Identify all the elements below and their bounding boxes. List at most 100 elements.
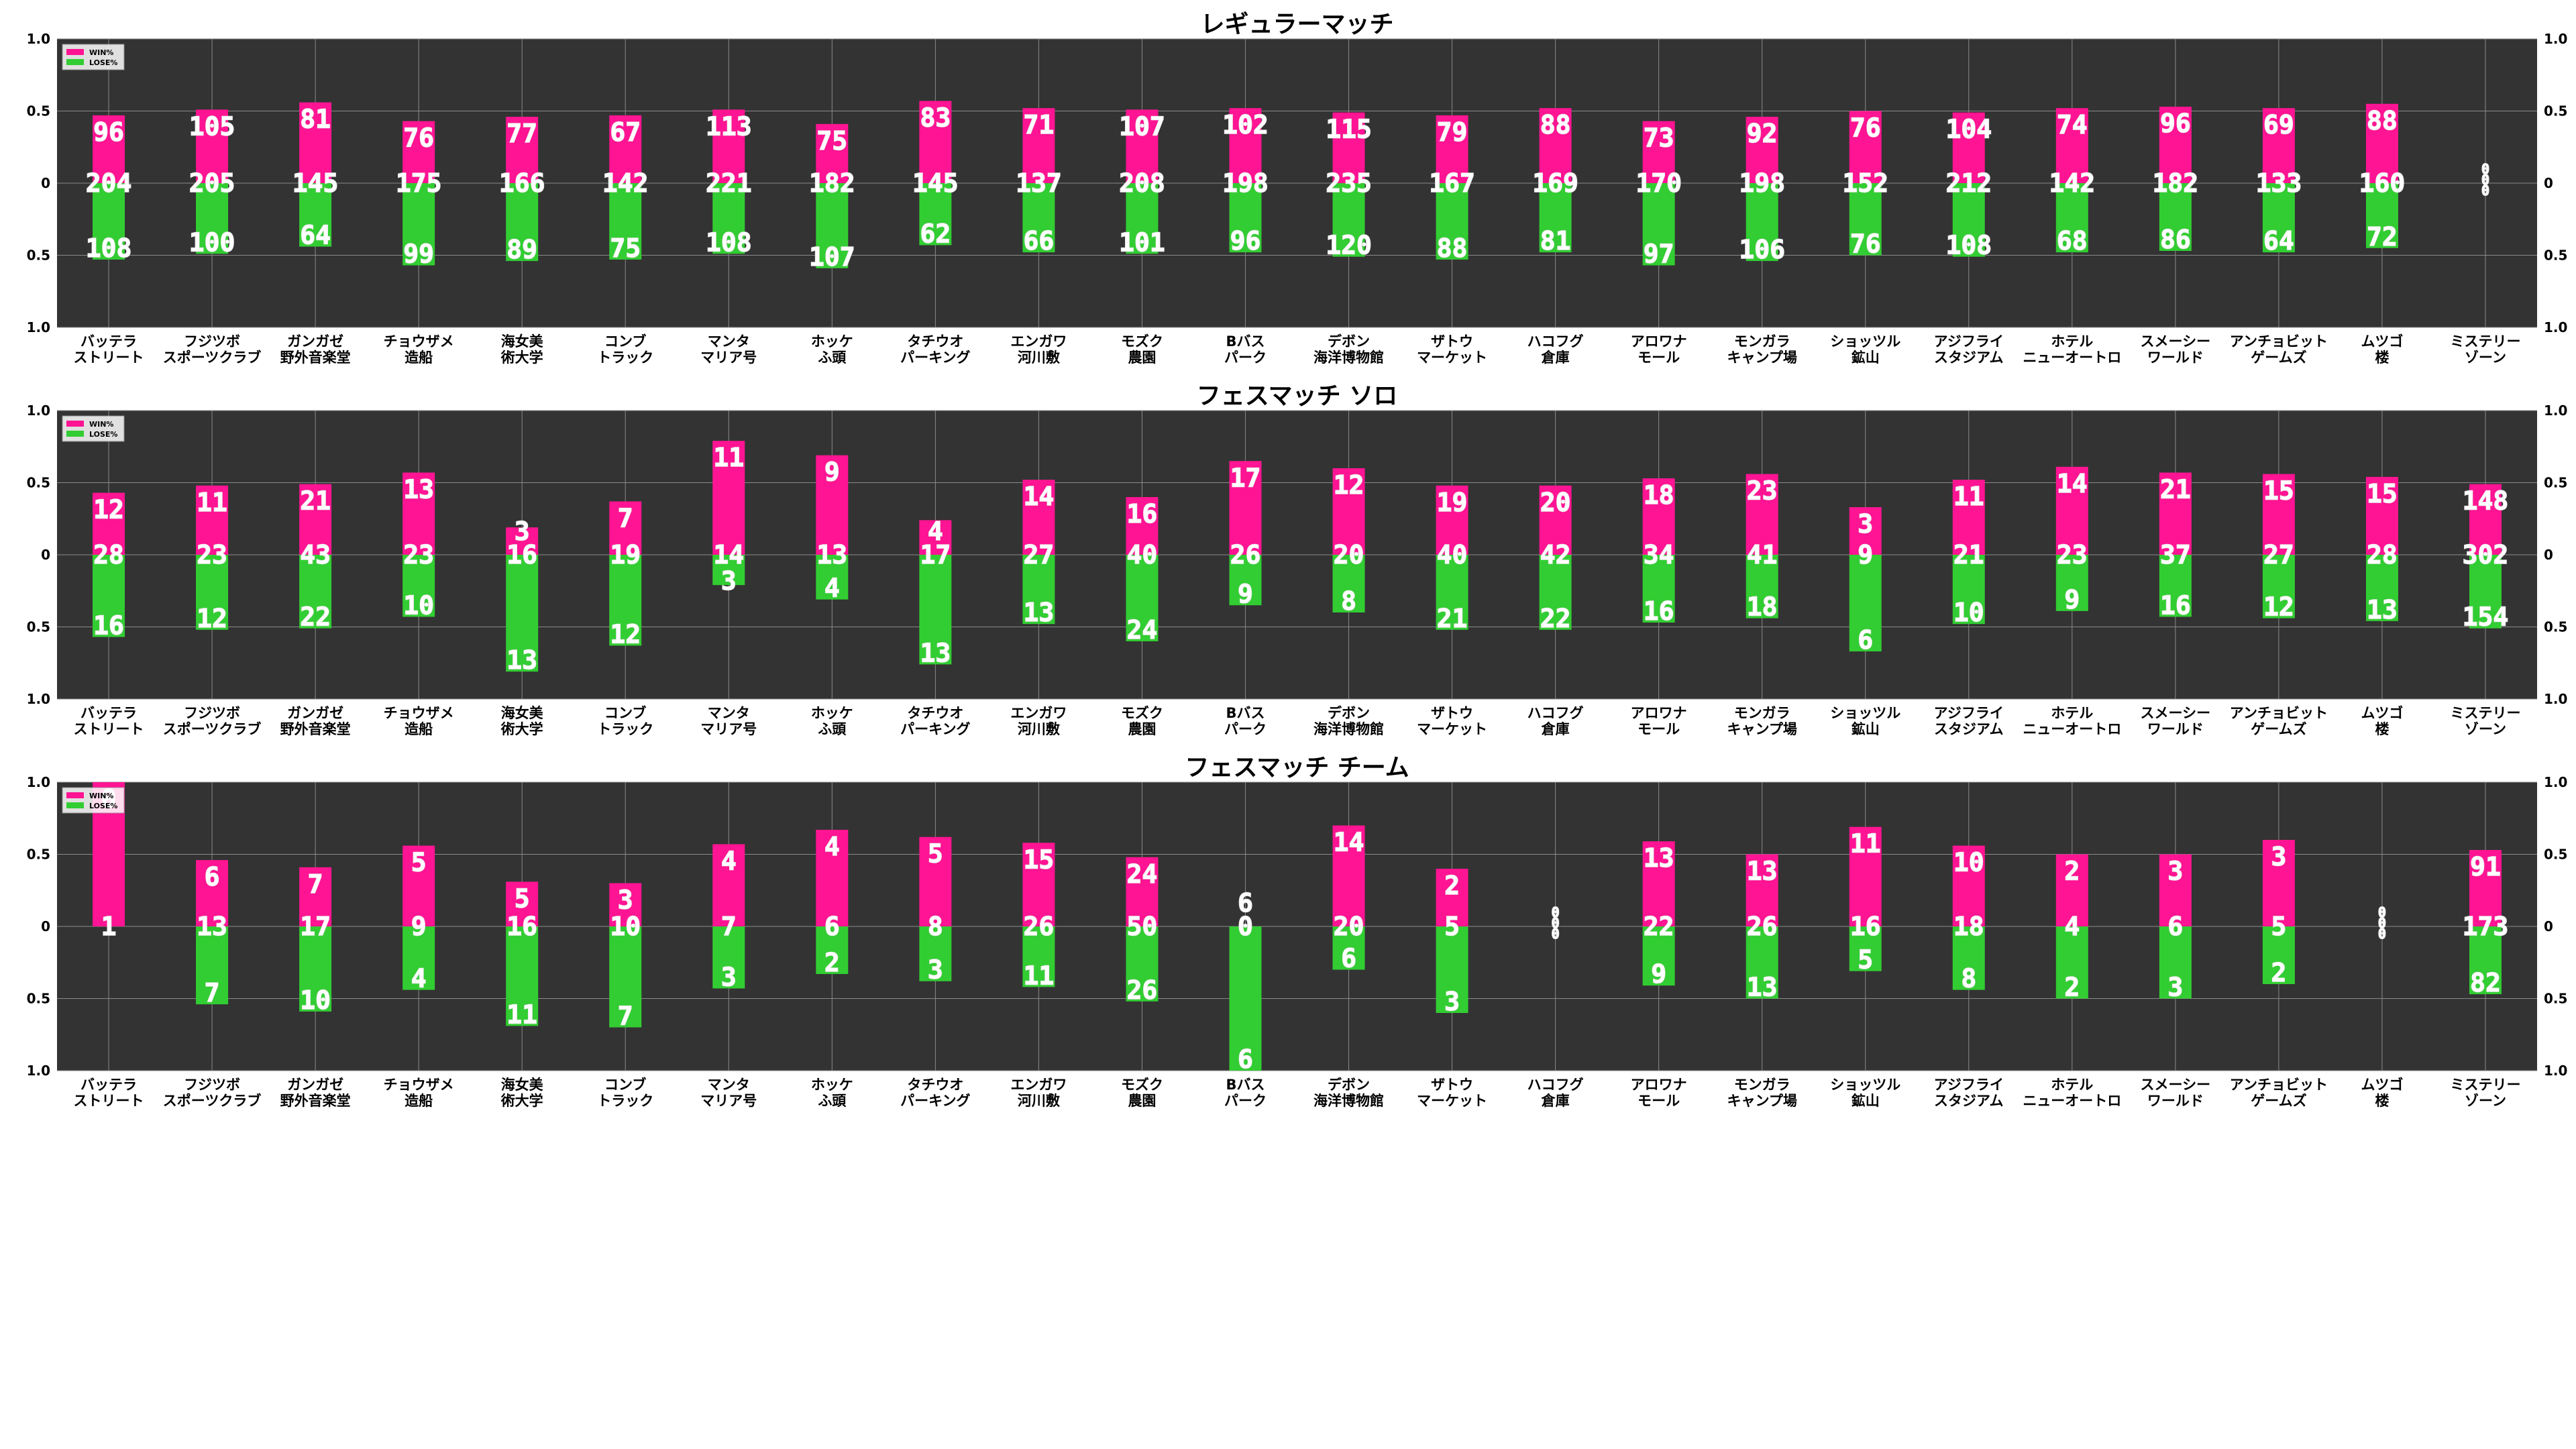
win-count-label: 3 <box>618 885 633 915</box>
lose-bar <box>712 926 745 989</box>
category-label: 海洋博物館 <box>1313 350 1384 366</box>
legend-win-swatch <box>66 49 84 55</box>
lose-count-label: 5 <box>1858 945 1873 975</box>
lose-bar <box>712 183 745 254</box>
category-label: ゾーン <box>2465 721 2506 737</box>
total-count-label: 42 <box>1540 540 1571 570</box>
y-tick-label-right: 0 <box>2544 918 2553 934</box>
category-label: スタジアム <box>1934 1093 2004 1109</box>
category-label: スメーシー <box>2141 333 2211 350</box>
category-label: トラック <box>597 1093 653 1109</box>
win-bar <box>1436 485 1468 555</box>
total-count-label: 173 <box>2463 912 2509 941</box>
lose-count-label: 24 <box>1127 615 1158 645</box>
win-count-label: 105 <box>189 111 235 141</box>
y-tick-label-right: 1.0 <box>2544 691 2567 707</box>
category-label: 河川敷 <box>1018 1093 1061 1109</box>
y-tick-label-left: 0.5 <box>27 103 50 119</box>
win-bar <box>1642 121 1675 183</box>
category-label: ミステリー <box>2450 705 2520 721</box>
total-count-label: 1 <box>101 912 117 941</box>
lose-count-label: 22 <box>1540 604 1571 633</box>
lose-count-label: 9 <box>1651 959 1666 989</box>
lose-bar <box>816 183 849 268</box>
win-count-label: 91 <box>2470 852 2501 881</box>
y-tick-label-left: 1.0 <box>27 1063 50 1079</box>
y-tick-label-right: 0 <box>2544 175 2553 191</box>
win-bar <box>1332 468 1365 555</box>
category-label: ハコフグ <box>1527 705 1584 721</box>
category-label: 野外音楽堂 <box>280 721 351 737</box>
category-label: ハコフグ <box>1527 333 1584 350</box>
win-bar <box>609 501 642 555</box>
category-label: チョウザメ <box>384 333 454 350</box>
count-label: 0 <box>2481 172 2489 188</box>
win-count-label: 11 <box>1850 829 1881 859</box>
category-label: マーケット <box>1417 1093 1487 1109</box>
lose-count-label: 13 <box>920 638 951 667</box>
lose-count-label: 18 <box>1747 592 1778 622</box>
category-label: アンチョビット <box>2230 333 2328 350</box>
category-label: マーケット <box>1417 721 1487 737</box>
win-bar <box>299 867 332 926</box>
category-label: ムツゴ <box>2361 705 2403 721</box>
win-bar <box>1849 826 1882 926</box>
lose-count-label: 64 <box>2263 226 2294 256</box>
category-label: 倉庫 <box>1541 1093 1570 1109</box>
win-count-label: 6 <box>205 862 220 892</box>
category-label: ニューオートロ <box>2023 350 2121 366</box>
legend-win-label: WIN% <box>89 420 113 429</box>
lose-count-label: 9 <box>2064 585 2080 614</box>
total-count-label: 26 <box>1230 540 1261 570</box>
win-bar <box>2159 472 2192 555</box>
count-label: 0 <box>1552 904 1560 920</box>
lose-count-label: 66 <box>1024 226 1055 256</box>
win-bar <box>2159 854 2192 926</box>
win-count-label: 24 <box>1127 859 1158 889</box>
category-label: ガンガゼ <box>287 705 343 721</box>
category-label: 海女美 <box>501 333 543 350</box>
legend-lose-label: LOSE% <box>89 430 117 439</box>
category-label: モンガラ <box>1734 1077 1790 1093</box>
lose-bar <box>1952 183 1985 257</box>
category-label: ワールド <box>2147 1093 2204 1109</box>
legend-win-label: WIN% <box>89 792 113 800</box>
win-bar <box>1126 109 1159 183</box>
win-bar <box>2469 850 2502 926</box>
win-count-label: 76 <box>1850 113 1881 143</box>
lose-bar <box>1332 926 1365 970</box>
category-label: ガンガゼ <box>287 1077 343 1093</box>
lose-bar <box>1022 926 1055 987</box>
category-label: ホテル <box>2051 1077 2093 1093</box>
category-label: モール <box>1638 1093 1680 1109</box>
total-count-label: 182 <box>2153 168 2199 198</box>
lose-bar <box>1642 555 1675 623</box>
win-bar <box>2055 466 2088 555</box>
category-label: ゾーン <box>2465 350 2506 366</box>
category-label: 術大学 <box>500 1093 543 1109</box>
y-tick-label-left: 1.0 <box>27 402 50 419</box>
lose-bar <box>816 926 849 974</box>
y-tick-label-left: 1.0 <box>27 31 50 47</box>
win-bar <box>1746 474 1778 555</box>
win-bar <box>1952 845 1985 926</box>
lose-bar <box>93 183 125 260</box>
lose-bar <box>2159 183 2192 252</box>
lose-bar <box>609 926 642 1028</box>
lose-bar <box>919 183 952 246</box>
lose-bar <box>1746 926 1778 999</box>
category-label: Bバス <box>1226 705 1265 721</box>
lose-bar <box>299 926 332 1012</box>
lose-count-label: 108 <box>1945 231 1992 260</box>
lose-bar <box>2262 926 2295 984</box>
win-count-label: 9 <box>824 458 840 487</box>
win-bar <box>196 860 229 926</box>
win-count-label: 67 <box>610 117 641 147</box>
category-label: ワールド <box>2147 721 2204 737</box>
lose-count-label: 22 <box>300 602 331 632</box>
lose-bar <box>1746 183 1778 262</box>
total-count-label: 204 <box>86 168 132 198</box>
category-label: スポーツクラブ <box>163 350 262 366</box>
win-count-label: 148 <box>2463 486 2509 516</box>
category-label: タチウオ <box>907 705 963 721</box>
